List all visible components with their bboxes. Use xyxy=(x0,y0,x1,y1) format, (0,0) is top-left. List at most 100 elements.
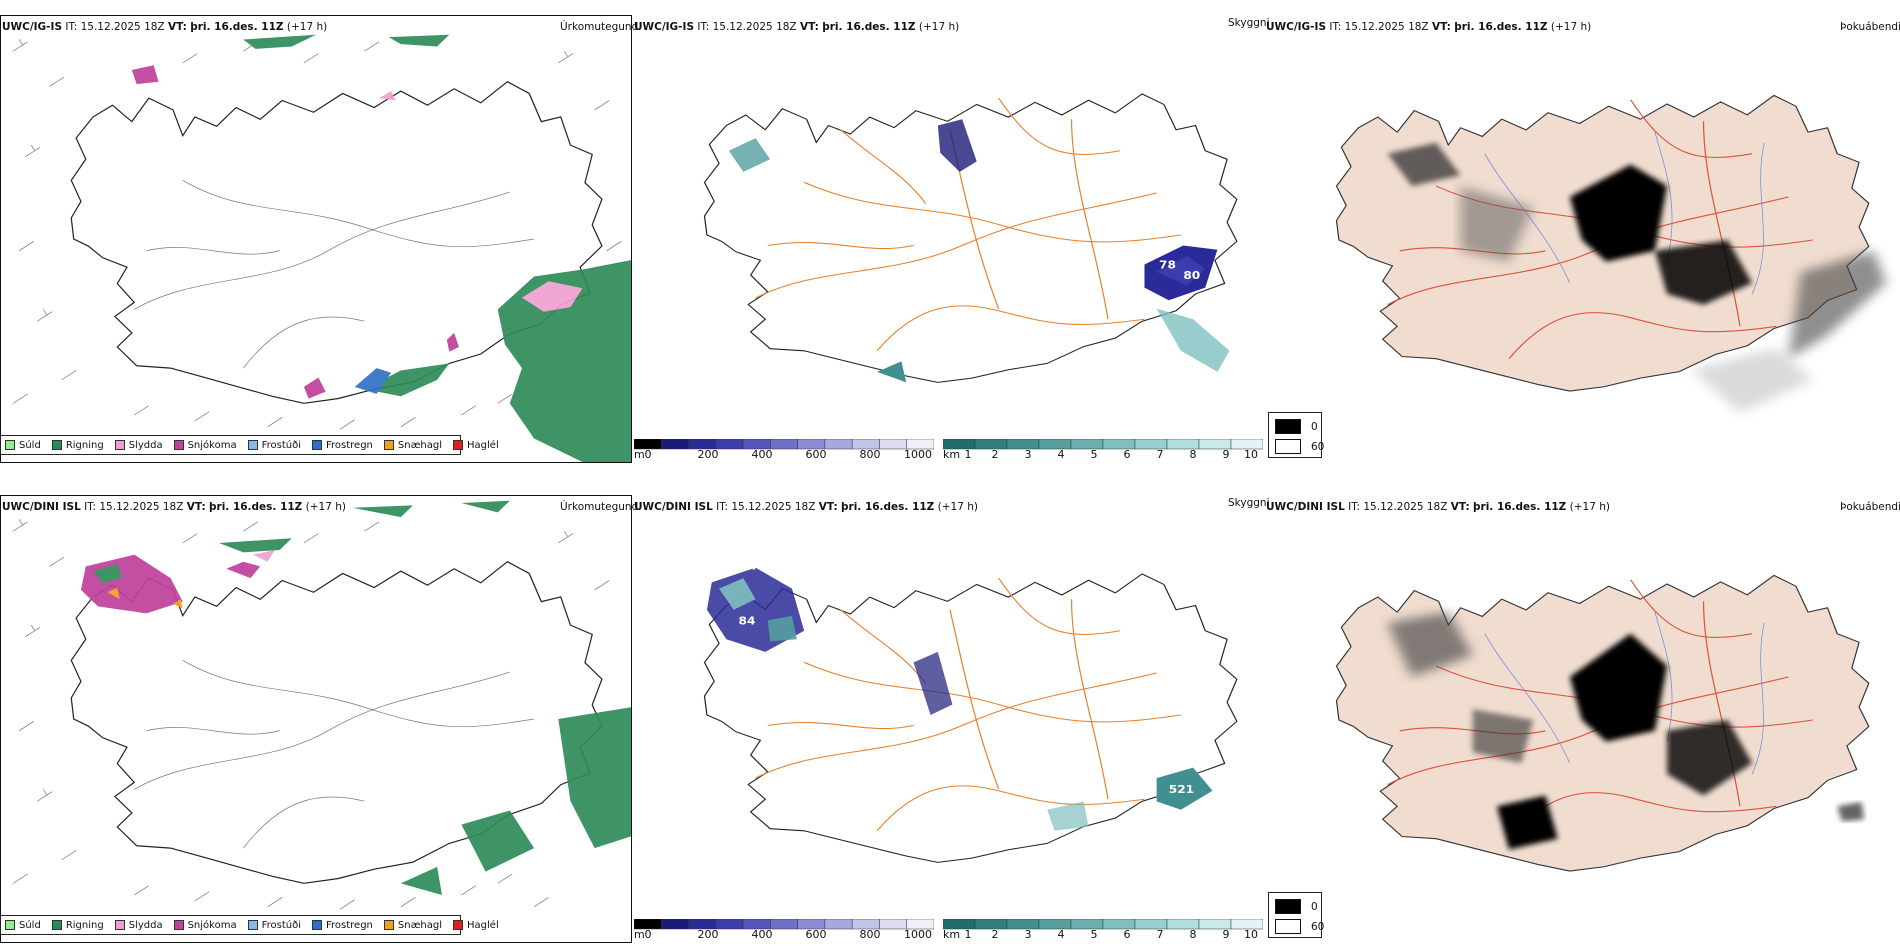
visibility-tick: 9 xyxy=(1222,448,1230,461)
visibility-tick: 3 xyxy=(1024,928,1032,941)
row-2-header-mid: UWC/DINI ISL IT: 15.12.2025 18Z VT: þri.… xyxy=(634,501,978,513)
visibility-tick: 7 xyxy=(1156,448,1164,461)
legend-item-snjokoma: Snjókoma xyxy=(173,440,237,451)
legend-swatch xyxy=(312,920,322,930)
ceiling-tick: 0 xyxy=(644,928,652,941)
fog-legend-2: 0 60 xyxy=(1268,892,1324,938)
colorbar-cell xyxy=(1038,438,1072,450)
colorbar-cell xyxy=(824,918,853,930)
visibility-tick: 4 xyxy=(1057,448,1065,461)
legend-swatch xyxy=(312,440,322,450)
ceiling-colorbar-2: m 0 200 400 600 800 1000 xyxy=(633,916,935,944)
legend-swatch xyxy=(5,440,15,450)
visibility-unit: km xyxy=(943,928,961,941)
legend-item-frostregn: Frostregn xyxy=(312,920,373,931)
ceiling-tick: 400 xyxy=(751,448,773,461)
precip-type-title: Úrkomutegund xyxy=(560,501,639,513)
colorbar-cell xyxy=(824,438,853,450)
visibility-tick: 10 xyxy=(1244,448,1258,461)
legend-item-slydda: Slydda xyxy=(114,440,163,451)
visibility-tick: 6 xyxy=(1123,448,1131,461)
colorbar-cell xyxy=(1070,918,1104,930)
cloud-label: 78 xyxy=(1159,258,1176,271)
cloud-areas: 78 80 xyxy=(728,119,1230,383)
colorbar-cell xyxy=(770,438,798,450)
legend-item-slydda: Slydda xyxy=(114,920,163,931)
cloud-areas: 76 84 521 xyxy=(706,560,1213,831)
visibility-tick: 7 xyxy=(1156,928,1164,941)
visibility-tick: 9 xyxy=(1222,928,1230,941)
precip-type-legend-2: Súld Rigning Slydda Snjókoma Frostúði Fr… xyxy=(0,915,499,935)
precip-type-map xyxy=(12,34,631,462)
ceiling-tick: 600 xyxy=(805,448,827,461)
visibility-tick: 2 xyxy=(991,448,999,461)
legend-swatch xyxy=(114,920,125,930)
precip-type-legend-1: Súld Rigning Slydda Snjókoma Frostúði Fr… xyxy=(0,435,499,455)
ceiling-tick: 200 xyxy=(697,448,719,461)
legend-item-frostudi: Frostúði xyxy=(247,920,301,931)
colorbar-cell xyxy=(879,918,907,930)
legend-swatch xyxy=(51,440,62,450)
fog-index-map xyxy=(1266,515,1898,925)
precip-type-title: Úrkomutegund xyxy=(560,21,639,33)
visibility-title: Skyggni xyxy=(1228,17,1270,29)
legend-swatch xyxy=(173,440,184,450)
legend-item-sudd: Súld xyxy=(5,920,41,931)
ceiling-tick: 1000 xyxy=(904,928,932,941)
fog-index-map xyxy=(1266,35,1898,445)
ceiling-colorbar-ramp xyxy=(633,438,935,450)
legend-swatch xyxy=(383,920,394,930)
legend-item-snaehagl: Snæhagl xyxy=(383,920,442,931)
colorbar-cell xyxy=(770,918,798,930)
visibility-unit: km xyxy=(943,448,961,461)
visibility-tick: 4 xyxy=(1057,928,1065,941)
visibility-colorbar-ramp xyxy=(942,438,1264,450)
ceiling-tick: 200 xyxy=(697,928,719,941)
visibility-tick: 6 xyxy=(1123,928,1131,941)
visibility-tick: 1 xyxy=(964,928,972,941)
row-2-header-right: UWC/DINI ISL IT: 15.12.2025 18Z VT: þri.… xyxy=(1266,501,1610,513)
colorbar-cell xyxy=(1006,918,1040,930)
visibility-tick: 8 xyxy=(1189,928,1197,941)
fog-swatch xyxy=(1275,899,1301,914)
visibility-title: Skyggni xyxy=(1228,497,1270,509)
visibility-colorbar-1: km 1 2 3 4 5 6 7 8 9 10 xyxy=(942,436,1264,464)
visibility-tick: 8 xyxy=(1189,448,1197,461)
precip-type-map-frame xyxy=(0,15,632,463)
fog-title: Þokuábendi xyxy=(1840,21,1900,33)
ceiling-unit: m xyxy=(634,448,645,461)
colorbar-cell xyxy=(1006,438,1040,450)
colorbar-cell xyxy=(715,918,744,930)
legend-swatch xyxy=(173,920,184,930)
visibility-colorbar-2: km 1 2 3 4 5 6 7 8 9 10 xyxy=(942,916,1264,944)
fog-legend-1: 0 60 xyxy=(1268,412,1324,458)
row-1-header-left: UWC/IG-IS IT: 15.12.2025 18Z VT: þri. 16… xyxy=(2,21,328,33)
cloud-label: 80 xyxy=(1183,269,1200,282)
fog-swatch xyxy=(1275,419,1301,434)
legend-item-hagl: Haglél xyxy=(453,440,499,451)
visibility-tick: 5 xyxy=(1090,448,1098,461)
visibility-tick: 10 xyxy=(1244,928,1258,941)
colorbar-cell xyxy=(1070,438,1104,450)
colorbar-cell xyxy=(661,438,689,450)
cloud-ceiling-map: 78 80 xyxy=(634,35,1266,435)
ceiling-colorbar-ramp xyxy=(633,918,935,930)
colorbar-cell xyxy=(879,438,907,450)
fog-areas xyxy=(1387,612,1864,850)
legend-swatch xyxy=(51,920,62,930)
ceiling-tick: 1000 xyxy=(904,448,932,461)
colorbar-cell xyxy=(661,918,689,930)
ceiling-tick: 800 xyxy=(859,448,881,461)
roads xyxy=(134,180,535,369)
roads xyxy=(134,660,535,849)
visibility-tick: 3 xyxy=(1024,448,1032,461)
legend-item-frostudi: Frostúði xyxy=(247,440,301,451)
colorbar-cell xyxy=(1038,918,1072,930)
legend-swatch xyxy=(114,440,125,450)
precip-areas xyxy=(131,34,631,462)
legend-item-frostregn: Frostregn xyxy=(312,440,373,451)
ceiling-colorbar-1: m 0 200 400 600 800 1000 xyxy=(633,436,935,464)
legend-swatch xyxy=(453,920,464,930)
legend-item-rigning: Rigning xyxy=(51,440,104,451)
rivers xyxy=(1484,612,1765,775)
